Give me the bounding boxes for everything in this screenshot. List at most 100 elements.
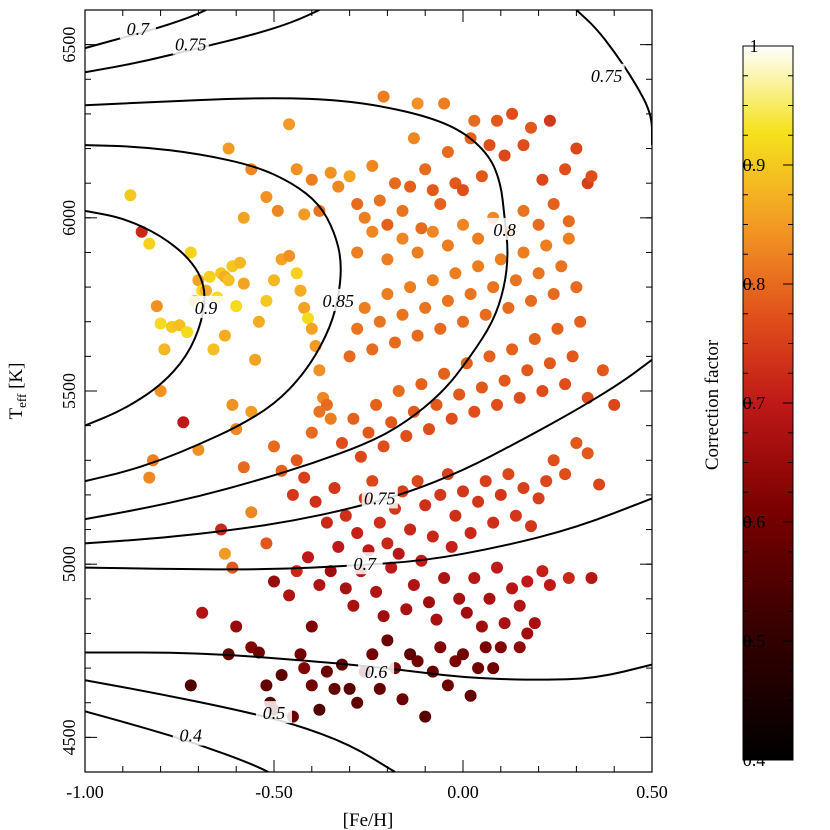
- contour-label-bg-4: [361, 486, 398, 509]
- scatter-point-230: [453, 388, 466, 401]
- scatter-point-212: [570, 437, 583, 449]
- scatter-point-87: [543, 114, 556, 127]
- scatter-point-58: [351, 198, 364, 210]
- scatter-point-195: [434, 488, 447, 501]
- scatter-point-266: [464, 288, 477, 300]
- scatter-point-91: [585, 170, 598, 183]
- scatter-point-294: [547, 198, 560, 210]
- scatter-point-250: [343, 350, 356, 363]
- scatter-point-289: [472, 232, 485, 245]
- scatter-point-138: [494, 641, 507, 654]
- scatter-point-54: [313, 204, 326, 217]
- scatter-point-38: [302, 312, 314, 325]
- scatter-point-36: [294, 284, 307, 297]
- scatter-point-158: [430, 613, 443, 626]
- scatter-point-163: [468, 572, 481, 584]
- colorbar-tick-label-2: 0.6: [743, 512, 766, 532]
- scatter-point-191: [404, 523, 417, 536]
- scatter-point-22: [237, 277, 250, 290]
- scatter-point-222: [392, 385, 405, 397]
- scatter-point-197: [449, 509, 462, 522]
- scatter-point-183: [339, 509, 352, 522]
- contour-label-2: 0.6: [365, 662, 388, 682]
- scatter-point-39: [305, 322, 318, 335]
- scatter-point-260: [419, 301, 432, 314]
- scatter-point-66: [404, 180, 417, 193]
- scatter-point-68: [411, 97, 424, 110]
- scatter-point-103: [230, 620, 243, 633]
- scatter-point-70: [419, 163, 432, 176]
- contour-label-bg-8: [119, 17, 156, 40]
- scatter-point-226: [423, 423, 435, 436]
- scatter-point-285: [411, 246, 424, 259]
- scatter-point-261: [426, 274, 439, 287]
- scatter-point-98: [218, 547, 231, 560]
- scatter-point-41: [313, 364, 326, 377]
- scatter-point-187: [373, 516, 386, 529]
- scatter-point-136: [479, 641, 492, 654]
- scatter-point-141: [290, 565, 303, 578]
- scatter-point-5: [158, 343, 171, 356]
- scatter-point-76: [457, 184, 469, 197]
- scatter-point-256: [389, 336, 401, 349]
- scatter-point-201: [479, 475, 492, 488]
- scatter-point-165: [483, 592, 496, 605]
- scatter-point-223: [400, 430, 413, 442]
- scatter-point-118: [343, 682, 356, 695]
- scatter-point-144: [324, 565, 337, 578]
- scatter-point-81: [491, 114, 503, 127]
- scatter-point-278: [555, 260, 568, 273]
- scatter-point-245: [566, 350, 579, 363]
- scatter-point-188: [381, 537, 394, 550]
- scatter-point-233: [475, 381, 488, 394]
- scatter-point-239: [521, 364, 534, 377]
- scatter-point-102: [184, 679, 197, 692]
- scatter-point-50: [283, 118, 296, 131]
- scatter-point-78: [468, 114, 481, 127]
- scatter-point-251: [351, 322, 364, 335]
- contour-label-4: 0.75: [364, 488, 396, 508]
- scatter-point-167: [498, 617, 511, 630]
- scatter-point-142: [302, 551, 314, 564]
- scatter-point-29: [249, 353, 262, 366]
- scatter-point-286: [426, 225, 439, 238]
- scatter-point-112: [298, 662, 311, 675]
- scatter-point-154: [400, 603, 413, 616]
- scatter-point-228: [438, 367, 451, 380]
- scatter-point-146: [339, 582, 352, 595]
- contour-label-bg-10: [588, 63, 625, 86]
- contour-label-bg-5: [486, 217, 523, 240]
- scatter-point-207: [525, 520, 537, 533]
- scatter-point-203: [494, 488, 507, 501]
- scatter-point-34: [283, 249, 296, 262]
- scatter-layer: [124, 90, 621, 723]
- x-tick-label-2: 0.00: [447, 782, 479, 802]
- scatter-point-101: [196, 606, 209, 619]
- scatter-point-61: [373, 194, 386, 207]
- scatter-point-178: [286, 488, 299, 501]
- scatter-point-270: [494, 253, 507, 266]
- scatter-point-44: [324, 412, 337, 425]
- y-axis-title: Teff [K]: [6, 363, 29, 420]
- colorbar-tick-label-6: 1: [750, 36, 759, 56]
- contour-label-10: 0.75: [591, 66, 623, 86]
- scatter-point-283: [381, 253, 394, 266]
- scatter-point-92: [154, 385, 167, 397]
- contour-label-3: 0.7: [353, 554, 377, 574]
- scatter-point-179: [298, 471, 311, 484]
- scatter-point-116: [328, 682, 341, 695]
- scatter-point-28: [245, 405, 258, 418]
- scatter-point-193: [419, 499, 432, 512]
- scatter-point-23: [207, 343, 220, 356]
- scatter-point-182: [328, 482, 341, 494]
- contour-line-10: [575, 10, 652, 146]
- x-tick-label-1: -0.50: [255, 782, 293, 802]
- contour-label-bg-0: [172, 723, 209, 746]
- scatter-point-173: [543, 579, 556, 591]
- scatter-point-60: [366, 159, 379, 172]
- scatter-point-229: [445, 412, 458, 425]
- scatter-point-271: [502, 301, 515, 314]
- scatter-point-14: [203, 270, 216, 283]
- scatter-point-73: [438, 97, 451, 110]
